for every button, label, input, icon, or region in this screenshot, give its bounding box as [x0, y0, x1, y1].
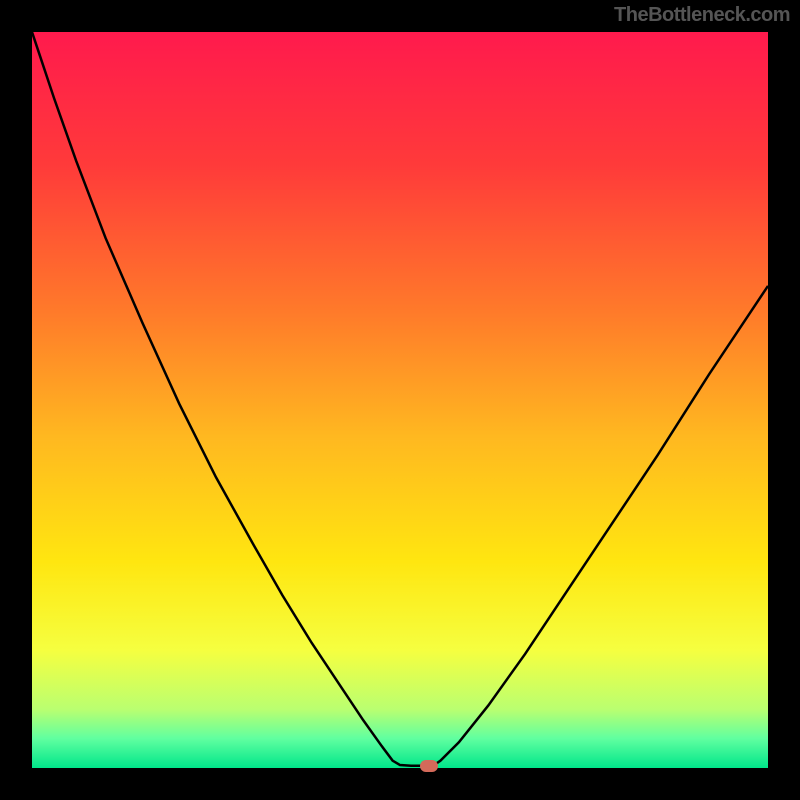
bottleneck-marker	[420, 760, 438, 772]
watermark-text: TheBottleneck.com	[614, 4, 790, 27]
plot-area	[32, 32, 768, 768]
chart-container: TheBottleneck.com	[0, 0, 800, 800]
bottleneck-curve	[32, 32, 768, 768]
